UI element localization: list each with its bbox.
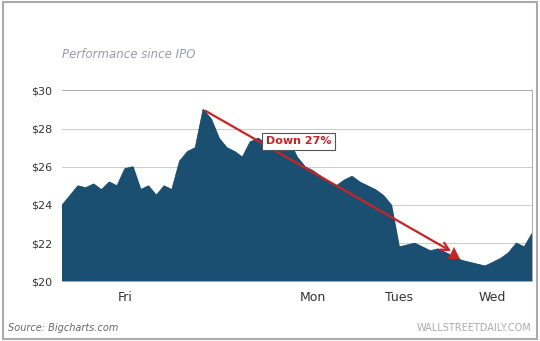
Text: WALLSTREETDAILY.COM: WALLSTREETDAILY.COM [417, 324, 532, 333]
Text: Performance since IPO: Performance since IPO [62, 48, 195, 61]
Text: Down 27%: Down 27% [266, 136, 331, 146]
Text: SNAP: From Pop to Drop: SNAP: From Pop to Drop [16, 17, 254, 35]
Text: Source: Bigcharts.com: Source: Bigcharts.com [8, 324, 118, 333]
